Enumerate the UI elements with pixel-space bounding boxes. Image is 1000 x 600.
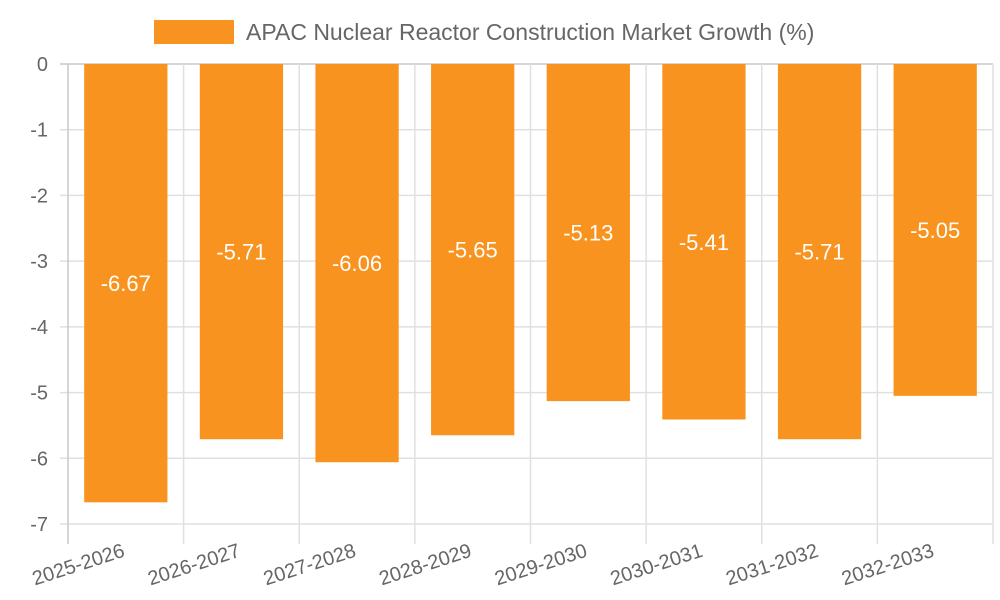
bar-2029-2030[interactable]	[546, 64, 630, 402]
bar-value-label: -5.65	[448, 238, 498, 263]
x-tick-label: 2030-2031	[608, 540, 706, 590]
y-tick-label: -4	[30, 317, 48, 339]
x-tick-label: 2029-2030	[492, 540, 590, 590]
x-tick-label: 2032-2033	[839, 540, 937, 590]
y-tick-label: -2	[30, 185, 48, 207]
bar-value-label: -5.13	[563, 221, 613, 246]
x-tick-label: 2027-2028	[261, 540, 359, 590]
x-tick-label: 2028-2029	[376, 540, 474, 590]
y-tick-label: 0	[37, 54, 48, 76]
labels-layer: -6.67 -5.71 -6.06 -5.65 -5.13 -5.41 -5.71 -5.05	[101, 218, 961, 296]
y-tick-label: -7	[30, 514, 48, 536]
bar-value-label: -6.67	[101, 271, 151, 296]
bar-value-label: -5.41	[679, 230, 729, 255]
bar-value-label: -5.71	[794, 240, 844, 265]
bar-2032-2033[interactable]	[893, 64, 977, 396]
bar-2027-2028[interactable]	[315, 64, 399, 463]
y-tick-label: -3	[30, 251, 48, 273]
bar-2030-2031[interactable]	[662, 64, 746, 420]
bar-2026-2027[interactable]	[199, 64, 284, 440]
y-tick-label: -6	[30, 448, 48, 470]
legend[interactable]: APAC Nuclear Reactor Construction Market…	[154, 19, 814, 45]
bar-value-label: -5.71	[216, 240, 266, 265]
x-tick-label: 2025-2026	[30, 540, 128, 590]
bar-value-label: -5.05	[910, 218, 960, 243]
legend-swatch	[154, 20, 234, 44]
legend-label: APAC Nuclear Reactor Construction Market…	[246, 19, 814, 45]
x-tick-label: 2026-2027	[145, 540, 243, 590]
x-tick-label: 2031-2032	[723, 540, 821, 590]
bar-2028-2029[interactable]	[431, 64, 515, 436]
bars-layer	[84, 64, 977, 503]
y-tick-label: -1	[30, 120, 48, 142]
bar-2031-2032[interactable]	[777, 64, 862, 440]
bar-2025-2026[interactable]	[84, 64, 168, 503]
bar-value-label: -6.06	[332, 251, 382, 276]
y-tick-label: -5	[30, 383, 48, 405]
